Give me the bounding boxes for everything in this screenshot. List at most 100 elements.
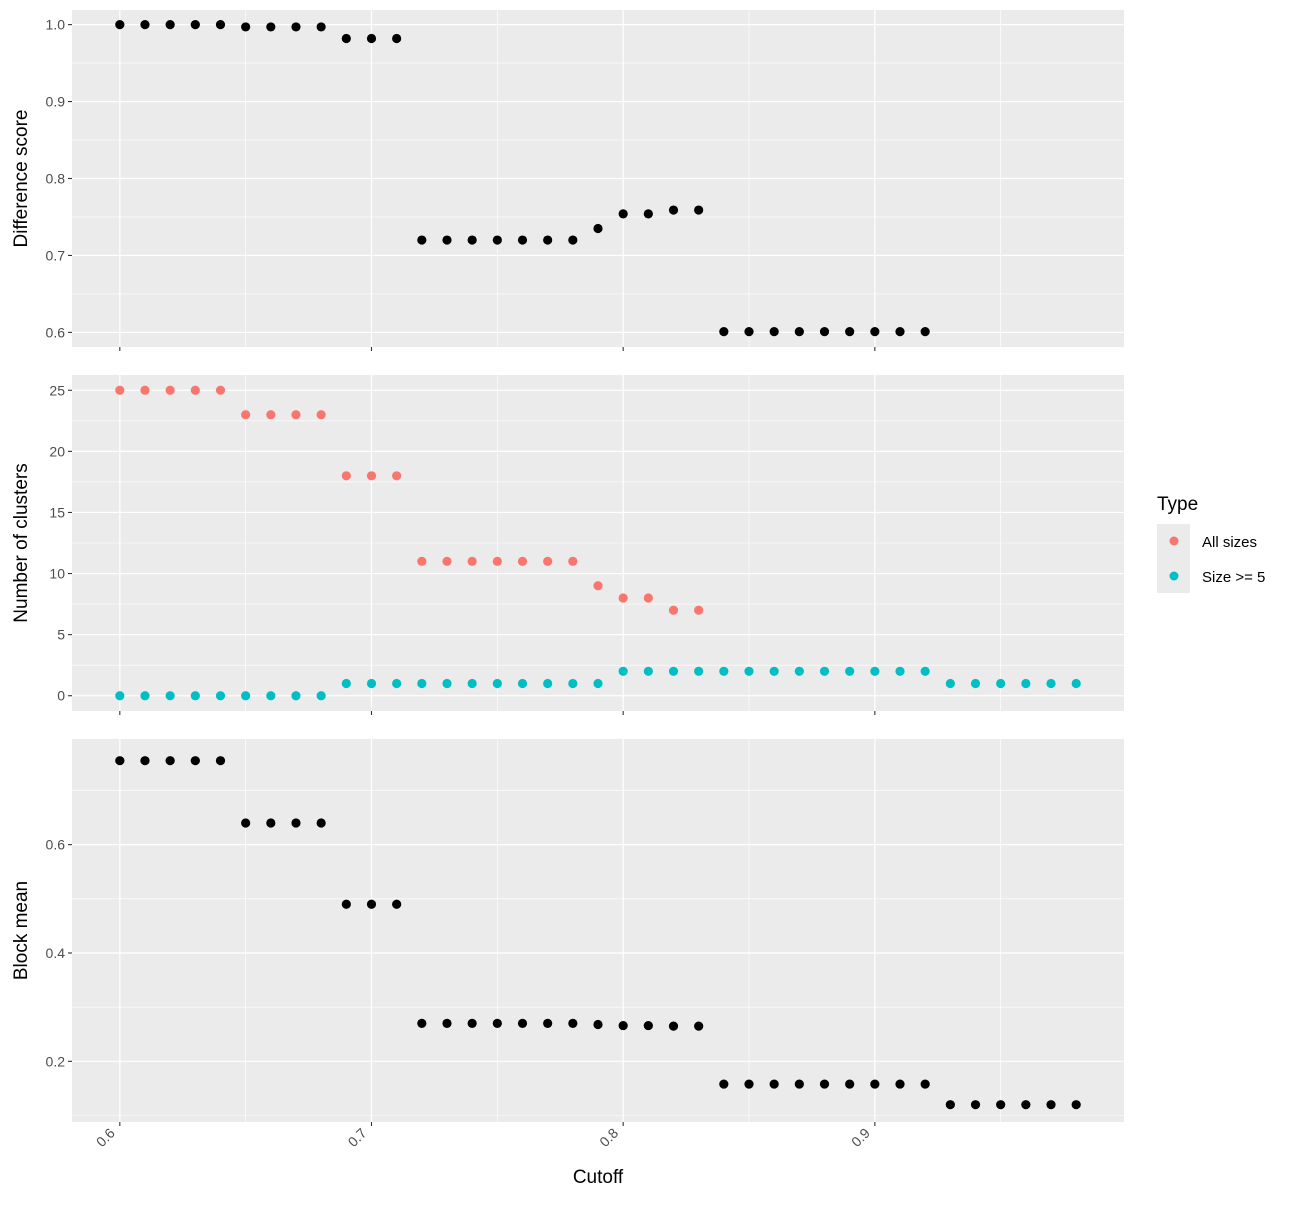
data-point — [392, 33, 402, 44]
data-point — [140, 385, 150, 395]
data-point — [945, 678, 955, 689]
data-point — [165, 385, 175, 395]
data-point — [1071, 678, 1081, 689]
data-point — [1071, 1100, 1081, 1110]
data-point — [492, 1018, 502, 1029]
data-point — [392, 678, 402, 689]
y-tick-label: 5 — [57, 627, 65, 643]
data-point — [266, 818, 276, 828]
data-point — [341, 678, 351, 689]
data-point — [467, 1018, 477, 1029]
data-point — [316, 410, 326, 420]
panel-middle: 0 5 10 15 20 25 Number of clusters — [11, 375, 1124, 715]
data-point — [140, 691, 150, 701]
data-point — [543, 235, 553, 245]
series-middle-0 — [115, 385, 704, 615]
data-point — [744, 666, 754, 676]
data-point — [517, 235, 528, 245]
data-point — [945, 1100, 955, 1110]
data-point — [341, 899, 351, 909]
data-point — [769, 1079, 779, 1089]
data-point — [769, 327, 779, 337]
data-point — [492, 678, 502, 689]
y-axis-title: Number of clusters — [11, 463, 32, 622]
data-point — [668, 1021, 679, 1031]
data-point — [1021, 678, 1031, 689]
data-point — [417, 1018, 427, 1029]
y-tick-label: 0.4 — [46, 945, 66, 961]
data-point — [266, 22, 276, 32]
data-point — [819, 327, 830, 337]
data-point — [366, 471, 377, 481]
data-point — [241, 818, 251, 828]
data-point — [744, 327, 754, 337]
data-point — [140, 20, 150, 30]
data-point — [1046, 1100, 1056, 1110]
data-point — [241, 410, 251, 420]
legend-label-size-ge-5: Size >= 5 — [1202, 569, 1265, 586]
panel-top: 0.6 0.7 0.8 0.9 1.0 Difference score — [11, 10, 1124, 351]
data-point — [694, 666, 704, 676]
data-point — [291, 818, 301, 828]
data-point — [215, 385, 226, 395]
data-point — [442, 235, 452, 245]
legend-key-size-ge-5 — [1169, 571, 1179, 581]
legend-title: Type — [1157, 494, 1198, 515]
data-point — [266, 691, 276, 701]
data-point — [970, 678, 981, 689]
data-point — [417, 235, 427, 245]
data-point — [115, 20, 125, 30]
x-tick-label: 0.9 — [848, 1125, 873, 1150]
data-point — [769, 666, 779, 676]
y-tick-label: 10 — [49, 566, 65, 582]
data-point — [845, 1079, 855, 1089]
y-tick-label: 0.6 — [46, 837, 66, 853]
data-point — [694, 605, 704, 615]
data-point — [215, 691, 226, 701]
data-point — [719, 666, 729, 676]
data-point — [492, 235, 502, 245]
data-point — [643, 666, 653, 676]
data-point — [517, 556, 528, 566]
data-point — [241, 22, 251, 32]
data-point — [668, 666, 679, 676]
data-point — [392, 899, 402, 909]
y-tick-label: 15 — [49, 504, 65, 520]
data-point — [517, 678, 528, 689]
data-point — [794, 327, 804, 337]
data-point — [115, 691, 125, 701]
data-point — [618, 666, 628, 676]
data-point — [568, 556, 578, 566]
data-point — [417, 556, 427, 566]
data-point — [694, 205, 704, 215]
y-tick-label: 20 — [49, 443, 65, 459]
data-point — [618, 209, 628, 219]
y-tick-label: 0.6 — [46, 324, 66, 340]
data-point — [341, 33, 351, 44]
data-point — [366, 33, 377, 44]
data-point — [593, 223, 603, 234]
data-point — [568, 235, 578, 245]
data-point — [996, 678, 1006, 689]
data-point — [744, 1079, 754, 1089]
data-point — [366, 899, 377, 909]
legend-key-background — [1157, 524, 1190, 593]
data-point — [668, 205, 679, 215]
data-point — [140, 756, 150, 766]
data-point — [593, 581, 603, 591]
series-bottom-0 — [115, 756, 1081, 1110]
data-point — [115, 385, 125, 395]
x-axis-title: Cutoff — [573, 1167, 624, 1188]
data-point — [895, 666, 905, 676]
data-point — [845, 666, 855, 676]
data-point — [870, 327, 880, 337]
panel-background — [72, 739, 1124, 1122]
data-point — [517, 1018, 528, 1029]
data-point — [316, 22, 326, 32]
data-point — [366, 678, 377, 689]
data-point — [845, 327, 855, 337]
data-point — [241, 691, 251, 701]
data-point — [870, 1079, 880, 1089]
data-point — [215, 756, 226, 766]
y-tick-label: 1.0 — [46, 17, 66, 33]
